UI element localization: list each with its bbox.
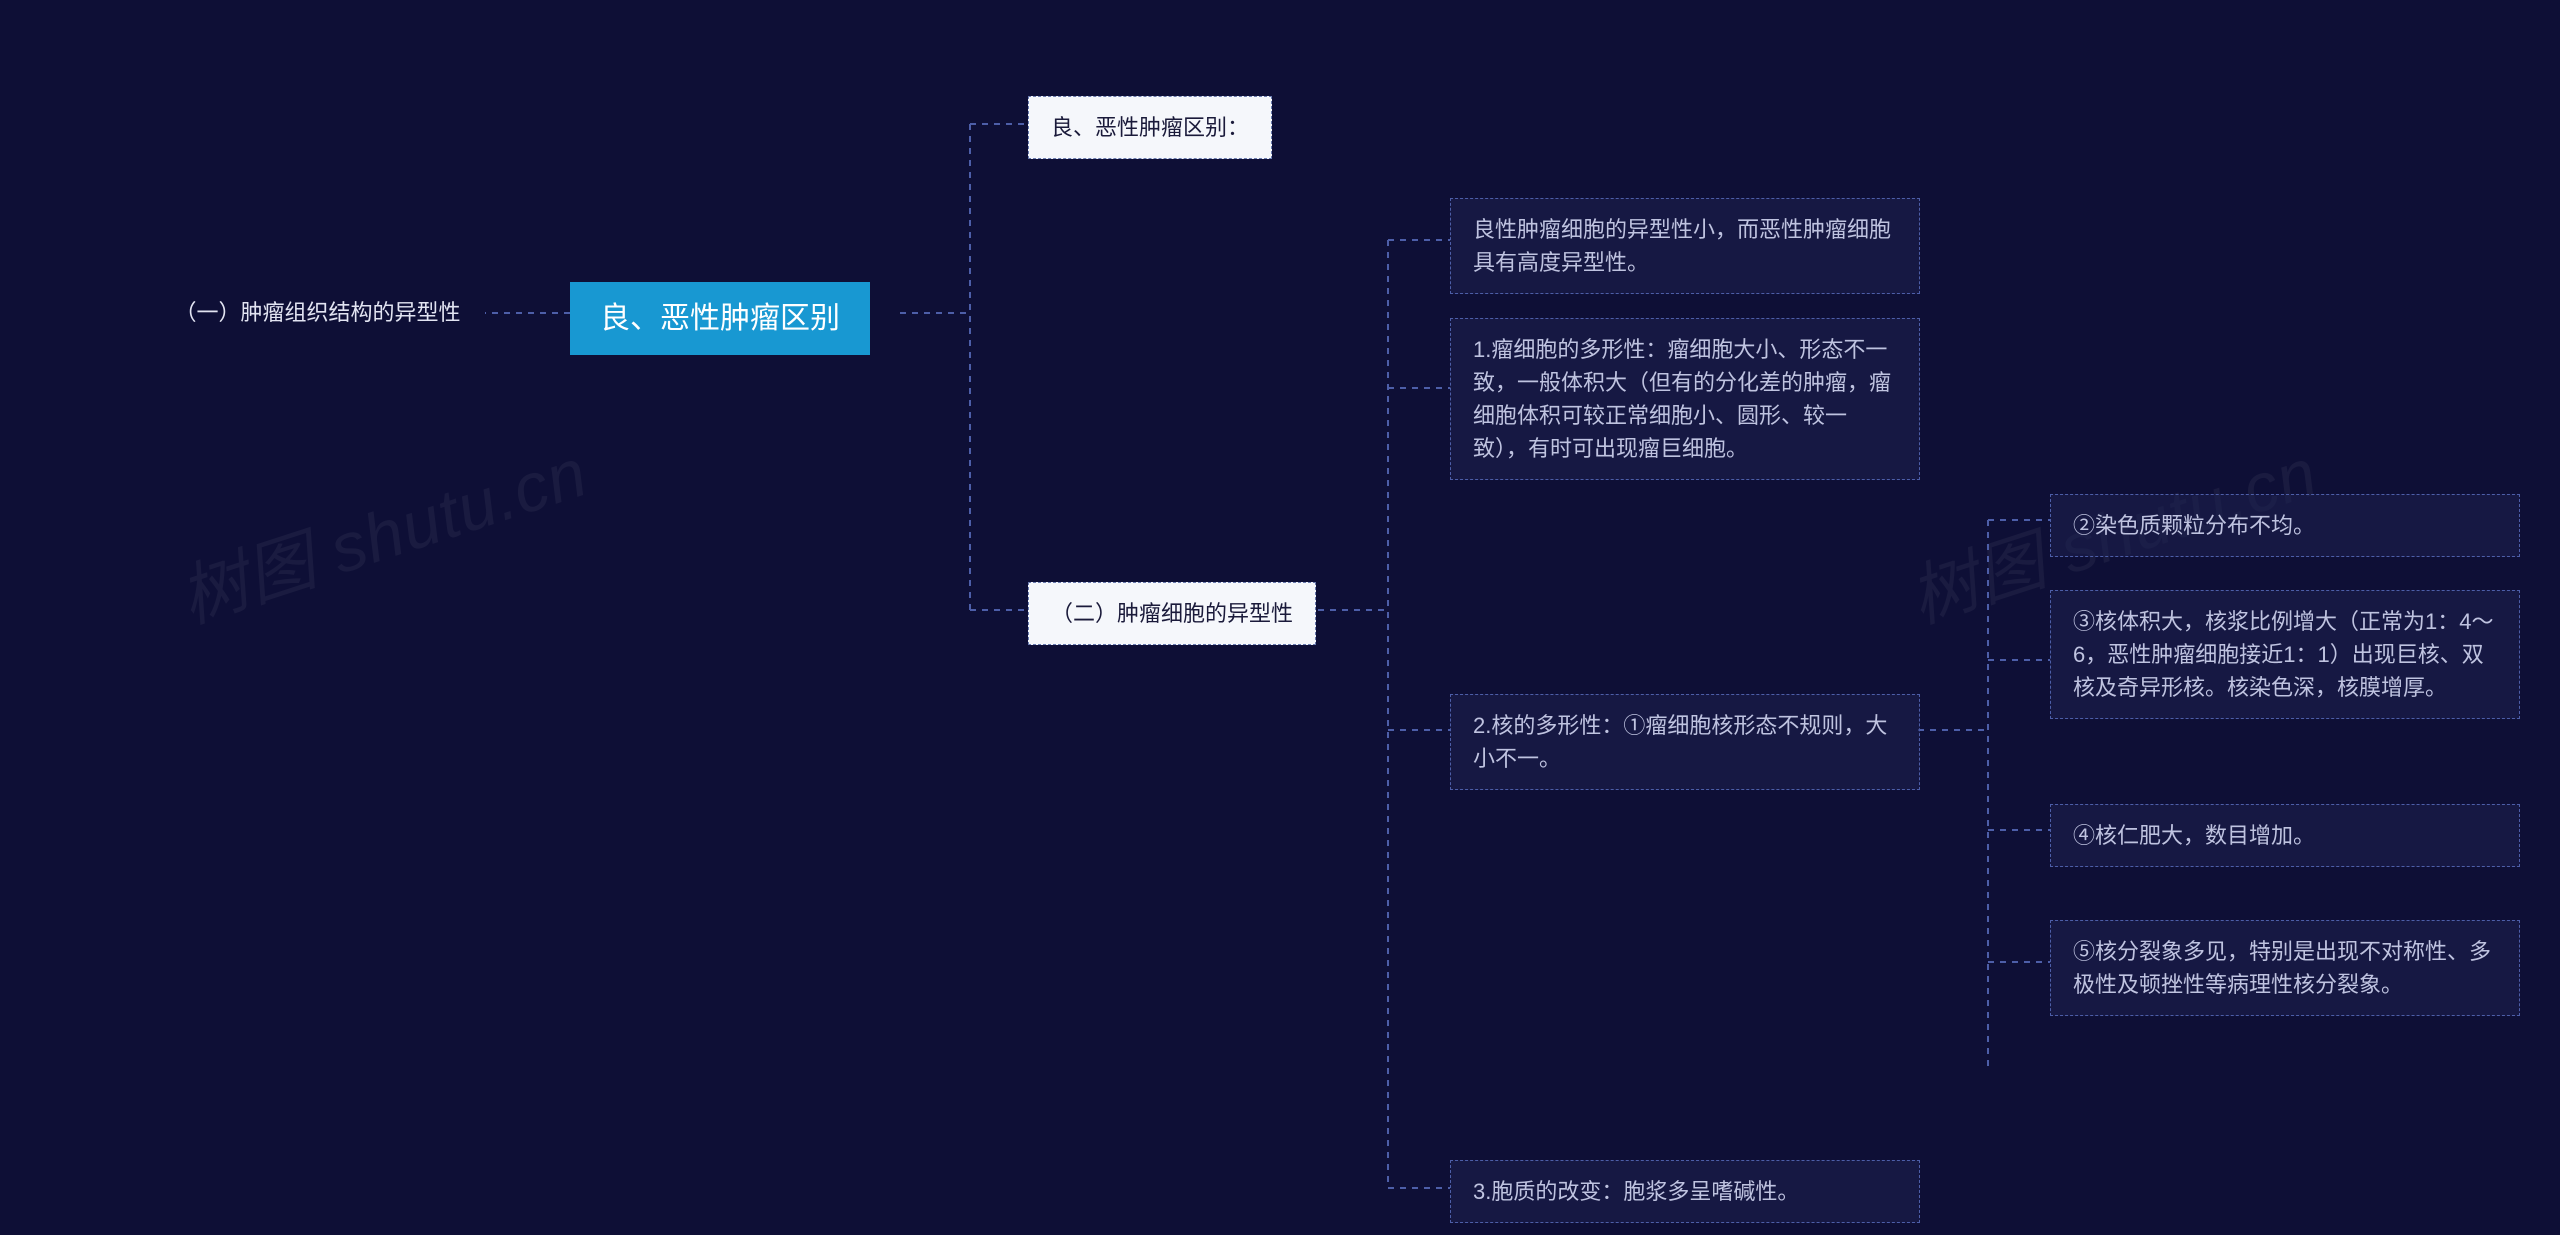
node-d2-text: ③核体积大，核浆比例增大（正常为1：4～6，恶性肿瘤细胞接近1：1）出现巨核、双…	[2073, 605, 2497, 704]
node-c3[interactable]: 2.核的多形性：①瘤细胞核形态不规则，大小不一。	[1450, 694, 1920, 790]
node-d3[interactable]: ④核仁肥大，数目增加。	[2050, 804, 2520, 867]
node-d2[interactable]: ③核体积大，核浆比例增大（正常为1：4～6，恶性肿瘤细胞接近1：1）出现巨核、双…	[2050, 590, 2520, 719]
watermark: 树图 shutu.cn	[165, 417, 598, 642]
node-summary-label: 良、恶性肿瘤区别：	[1051, 111, 1249, 144]
node-d1-text: ②染色质颗粒分布不均。	[2073, 509, 2315, 542]
node-section-1-label: （一）肿瘤组织结构的异型性	[174, 296, 460, 329]
node-section-2-label: （二）肿瘤细胞的异型性	[1051, 597, 1293, 630]
node-section-2[interactable]: （二）肿瘤细胞的异型性	[1028, 582, 1316, 645]
node-d4-text: ⑤核分裂象多见，特别是出现不对称性、多极性及顿挫性等病理性核分裂象。	[2073, 935, 2497, 1001]
node-section-1[interactable]: （一）肿瘤组织结构的异型性	[150, 290, 485, 335]
node-c2-text: 1.瘤细胞的多形性：瘤细胞大小、形态不一致，一般体积大（但有的分化差的肿瘤，瘤细…	[1473, 333, 1897, 465]
node-c4-text: 3.胞质的改变：胞浆多呈嗜碱性。	[1473, 1175, 1799, 1208]
node-d3-text: ④核仁肥大，数目增加。	[2073, 819, 2315, 852]
node-summary[interactable]: 良、恶性肿瘤区别：	[1028, 96, 1272, 159]
node-c4[interactable]: 3.胞质的改变：胞浆多呈嗜碱性。	[1450, 1160, 1920, 1223]
node-c1-text: 良性肿瘤细胞的异型性小，而恶性肿瘤细胞具有高度异型性。	[1473, 213, 1897, 279]
root-node-label: 良、恶性肿瘤区别	[600, 296, 840, 341]
node-c3-text: 2.核的多形性：①瘤细胞核形态不规则，大小不一。	[1473, 709, 1897, 775]
root-node[interactable]: 良、恶性肿瘤区别	[570, 282, 870, 355]
node-d4[interactable]: ⑤核分裂象多见，特别是出现不对称性、多极性及顿挫性等病理性核分裂象。	[2050, 920, 2520, 1016]
node-c1[interactable]: 良性肿瘤细胞的异型性小，而恶性肿瘤细胞具有高度异型性。	[1450, 198, 1920, 294]
node-c2[interactable]: 1.瘤细胞的多形性：瘤细胞大小、形态不一致，一般体积大（但有的分化差的肿瘤，瘤细…	[1450, 318, 1920, 480]
node-d1[interactable]: ②染色质颗粒分布不均。	[2050, 494, 2520, 557]
